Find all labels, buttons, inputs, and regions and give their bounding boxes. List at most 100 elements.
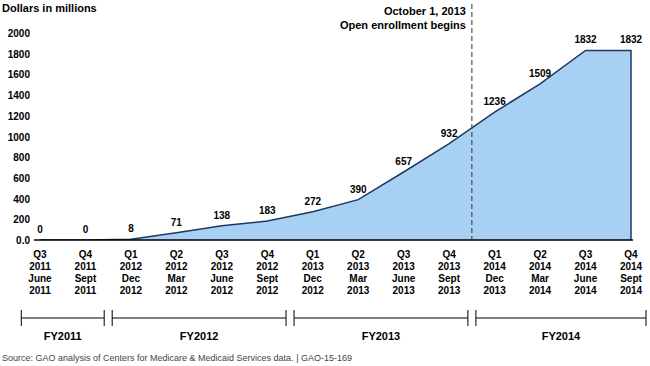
x-tick-label-line: 2014 [620,261,643,272]
group-bracket [21,318,104,319]
group-bracket [476,318,646,319]
annotation-line [471,4,472,240]
group-label: FY2011 [44,330,82,342]
x-tick-label-line: Q3 [33,249,47,260]
x-tick-label-line: 2014 [574,261,597,272]
x-tick-label-line: 2013 [347,285,370,296]
x-tick-label-line: 2012 [211,285,234,296]
x-tick-label-line: Q3 [579,249,593,260]
x-tick-label-line: Q4 [261,249,275,260]
x-tick-label-line: 2012 [302,285,325,296]
x-tick-label-line: 2012 [211,261,234,272]
x-tick-label-line: Q4 [79,249,93,260]
y-tick-label: 1800 [8,49,31,60]
annotation-text: October 1, 2013 [384,5,466,17]
x-tick-label-line: Mar [349,273,367,284]
chart: Dollars in millions0.0200400600800100012… [0,0,650,366]
plot-area [40,50,631,240]
x-tick-label: Q22012Mar2012 [165,249,188,296]
x-tick-label-line: Q1 [488,249,502,260]
x-tick-label-line: Q1 [306,249,320,260]
data-label: 0 [37,224,43,235]
x-tick-label: Q42013Sept2013 [438,249,461,296]
data-label: 1236 [483,96,506,107]
data-label: 138 [214,210,231,221]
data-label: 1832 [620,34,643,45]
x-tick-label-line: Q3 [397,249,411,260]
x-tick-label: Q22013Mar2013 [347,249,370,296]
data-label: 8 [128,223,134,234]
x-tick-label-line: 2012 [165,285,188,296]
x-tick-label: Q32013June2013 [392,249,416,296]
x-tick-label: Q42014Sept2014 [620,249,643,296]
x-tick-label-line: June [28,273,52,284]
y-tick-label: 800 [13,152,30,163]
x-tick-label: Q12013Dec2012 [302,249,325,296]
x-tick-label-line: 2013 [438,285,461,296]
x-tick-label-line: 2011 [29,261,51,272]
x-tick-label-line: 2013 [347,261,370,272]
x-tick-label-line: Q1 [124,249,138,260]
y-tick-label: 1600 [8,69,31,80]
x-tick-label-line: Dec [122,273,141,284]
x-tick-label-line: Q2 [533,249,547,260]
x-tick-label-line: Q4 [442,249,456,260]
x-tick-label-line: 2012 [120,285,143,296]
x-tick-label-line: Dec [485,273,504,284]
data-label: 1832 [574,34,597,45]
group-label: FY2014 [542,330,581,342]
x-tick-label-line: 2013 [302,261,325,272]
x-tick-label-line: Mar [167,273,185,284]
x-tick-label-line: 2011 [75,285,97,296]
y-tick-label: 400 [13,194,30,205]
x-tick-label-line: 2014 [483,261,506,272]
x-tick-label-line: June [574,273,598,284]
x-tick-label: Q42011Sept2011 [75,249,97,296]
x-tick-label-line: Sept [75,273,97,284]
x-tick-label: Q32014June2014 [574,249,598,296]
data-label: 71 [171,217,183,228]
y-tick-label: 1400 [8,90,31,101]
x-tick-label-line: 2014 [620,285,643,296]
x-tick-label-line: Q3 [215,249,229,260]
x-tick-label-line: 2012 [256,285,279,296]
data-label: 0 [83,224,89,235]
group-label: FY2012 [180,330,219,342]
y-tick-label: 0.0 [16,235,30,246]
x-tick-label-line: Q2 [352,249,366,260]
y-tick-label: 2000 [8,28,31,39]
x-tick-label-line: Dec [304,273,323,284]
data-label: 272 [304,196,321,207]
x-tick-label: Q32011June2011 [28,249,52,296]
source: Source: GAO analysis of Centers for Medi… [2,353,352,363]
x-tick-label-line: Mar [531,273,549,284]
x-tick-label-line: 2013 [393,285,416,296]
x-tick-label-line: 2013 [483,285,506,296]
y-tick-label: 1000 [8,132,31,143]
x-tick-label-line: 2014 [529,285,552,296]
x-tick-label-line: June [210,273,234,284]
x-tick-label-line: 2012 [165,261,188,272]
data-label: 183 [259,205,276,216]
y-tick-label: 200 [13,214,30,225]
x-tick-label-line: June [392,273,416,284]
x-tick-label-line: 2011 [29,285,51,296]
x-axis-line [34,239,633,241]
y-axis-label: Dollars in millions [2,2,97,14]
x-tick-label: Q22014Mar2014 [529,249,552,296]
data-label: 1509 [529,68,552,79]
group-label: FY2013 [362,330,401,342]
x-tick-label-line: 2011 [75,261,97,272]
x-tick-label-line: Sept [438,273,460,284]
data-label: 932 [441,128,458,139]
y-tick-label: 600 [13,173,30,184]
x-tick-label-line: Q2 [170,249,184,260]
x-tick-label-line: Q4 [624,249,638,260]
x-tick-label-line: 2013 [438,261,461,272]
x-tick-label-line: 2012 [120,261,143,272]
x-tick-label-line: 2012 [256,261,279,272]
x-tick-label-line: 2013 [393,261,416,272]
data-label: 657 [395,156,412,167]
data-label: 390 [350,184,367,195]
x-tick-label-line: 2014 [529,261,552,272]
